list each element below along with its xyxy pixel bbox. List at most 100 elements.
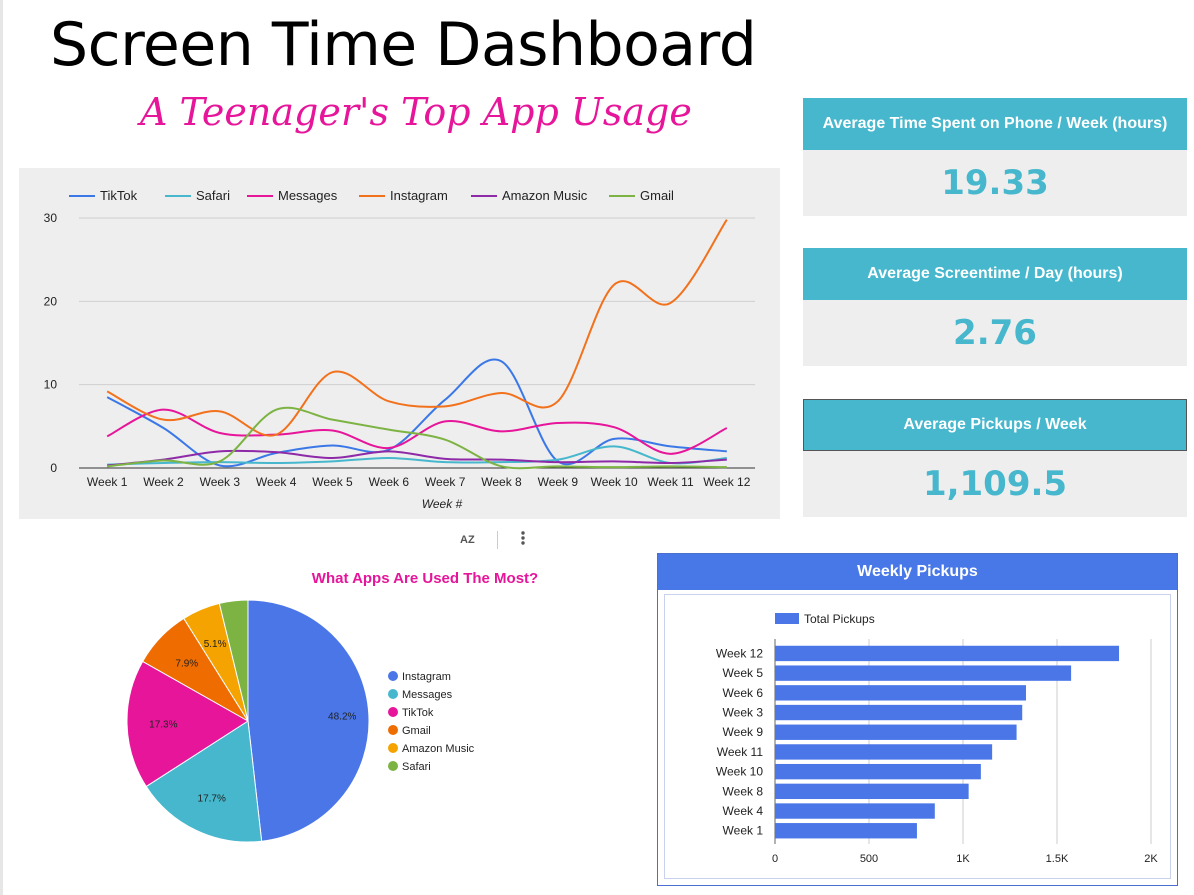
page-left-border [0, 0, 3, 895]
x-tick-label: Week 6 [369, 475, 410, 489]
kpi-value: 19.33 [803, 150, 1187, 216]
y-tick-label: 0 [50, 461, 57, 475]
pie-chart-panel: What Apps Are Used The Most? 48.2% 17.7% 17… [100, 560, 620, 860]
legend-swatch [388, 761, 398, 771]
y-tick-label: Week 3 [723, 706, 764, 720]
sort-az-icon[interactable]: AZ [460, 534, 475, 546]
legend-label: TikTok [100, 188, 138, 203]
kpi-label: Average Pickups / Week [803, 399, 1187, 451]
series-line-amazon-music [107, 449, 727, 467]
pie-slice-label: 7.9% [175, 658, 198, 669]
line-chart-panel: 0 10 20 30 Week 1 Week 2 Week 3 Week 4 Week 5 Wee… [19, 168, 780, 519]
x-tick-label: Week 2 [143, 475, 184, 489]
x-tick-label: 0 [772, 853, 778, 865]
pie-title: What Apps Are Used The Most? [312, 570, 538, 587]
y-tick-label: Week 6 [723, 686, 764, 700]
y-tick-label: 10 [44, 378, 58, 392]
x-tick-label: 500 [860, 853, 878, 865]
x-tick-label: 1.5K [1046, 853, 1069, 865]
y-tick-label: 30 [44, 211, 58, 225]
x-tick-label: Week 1 [87, 475, 128, 489]
x-tick-label: Week 9 [538, 475, 579, 489]
legend-label: Safari [196, 188, 230, 203]
bar-week-12 [775, 645, 1120, 662]
legend-swatch [775, 613, 799, 624]
legend-label: Gmail [402, 725, 431, 737]
pie-slice-safari [218, 599, 249, 722]
y-tick-label: Week 11 [717, 745, 764, 759]
pie-slice-tiktok [126, 660, 249, 788]
y-tick-label: Week 1 [723, 824, 764, 838]
y-tick-label: Week 10 [716, 765, 763, 779]
x-tick-label: Week 12 [703, 475, 750, 489]
x-tick-label: Week 8 [481, 475, 522, 489]
bar-week-1 [775, 823, 917, 839]
sort-az-icon-label: AZ [460, 533, 475, 546]
legend-label: Safari [402, 761, 431, 773]
y-tick-label: Week 12 [716, 646, 763, 660]
y-tick-label: Week 4 [723, 804, 764, 818]
kpi-value: 2.76 [803, 300, 1187, 366]
bar-week-10 [775, 763, 981, 780]
page-subtitle: A Teenager's Top App Usage [140, 90, 692, 134]
weekly-pickups-panel: Weekly Pickups 0 500 1K 1.5K 2K Week 12 Week 5… [657, 553, 1178, 886]
legend-label: Messages [402, 689, 453, 701]
series-line-gmail [107, 406, 727, 470]
legend-label: Instagram [402, 671, 451, 683]
kpi-label: Average Screentime / Day (hours) [803, 248, 1187, 300]
bar-week-3 [775, 704, 1023, 721]
line-chart: 0 10 20 30 Week 1 Week 2 Week 3 Week 4 Week 5 Wee… [44, 188, 755, 511]
legend-label: Gmail [640, 188, 674, 203]
more-vert-icon[interactable] [520, 530, 526, 549]
pie-slice-label: 17.3% [149, 719, 177, 730]
y-tick-label: 20 [44, 294, 58, 308]
x-tick-label: Week 10 [591, 475, 638, 489]
bar-week-9 [775, 724, 1017, 740]
page-title: Screen Time Dashboard [50, 10, 757, 80]
pie-slice-label: 17.7% [198, 794, 226, 805]
legend-label: Amazon Music [502, 188, 588, 203]
y-tick-label: Week 9 [723, 725, 764, 739]
kpi-value: 1,109.5 [803, 451, 1187, 517]
y-tick-label: Week 5 [723, 666, 764, 680]
legend-swatch [388, 707, 398, 717]
legend-swatch [388, 671, 398, 681]
bar-chart-frame: 0 500 1K 1.5K 2K Week 12 Week 5 Week 6 Week 3 Wee… [664, 594, 1171, 879]
legend-label: Amazon Music [402, 743, 475, 755]
y-tick-label: Week 8 [723, 784, 764, 798]
x-axis-label: Week # [422, 497, 463, 511]
bar-week-4 [775, 803, 935, 819]
x-tick-label: 2K [1144, 853, 1158, 865]
x-tick-label: 1K [956, 853, 970, 865]
bar-week-6 [775, 685, 1026, 701]
bar-chart-title: Weekly Pickups [658, 554, 1177, 590]
kpi-card-pickups: Average Pickups / Week 1,109.5 [803, 399, 1187, 517]
bar-week-11 [775, 744, 993, 760]
kpi-card-daily-screentime: Average Screentime / Day (hours) 2.76 [803, 248, 1187, 366]
legend-swatch [388, 743, 398, 753]
series-line-messages [106, 408, 728, 455]
bar-week-8 [775, 783, 969, 800]
legend-label: Instagram [390, 188, 448, 203]
legend-label: Messages [278, 188, 338, 203]
x-tick-label: Week 11 [647, 475, 694, 489]
kpi-card-weekly-time: Average Time Spent on Phone / Week (hour… [803, 98, 1187, 216]
legend-label: Total Pickups [804, 612, 875, 626]
kpi-label: Average Time Spent on Phone / Week (hour… [803, 98, 1187, 150]
bar-chart: 0 500 1K 1.5K 2K Week 12 Week 5 Week 6 Week 3 Wee… [716, 612, 1159, 865]
pie-chart: What Apps Are Used The Most? 48.2% 17.7% 17… [126, 570, 538, 843]
legend-swatch [388, 725, 398, 735]
x-tick-label: Week 3 [200, 475, 241, 489]
bar-week-5 [775, 665, 1072, 681]
x-tick-label: Week 7 [425, 475, 466, 489]
chart-toolbar: AZ [460, 530, 526, 549]
legend-swatch [388, 689, 398, 699]
series-line-instagram [106, 219, 728, 437]
pie-slice-instagram [247, 599, 370, 842]
x-tick-label: Week 4 [256, 475, 297, 489]
pie-slice-messages [145, 720, 263, 843]
legend-label: TikTok [402, 707, 434, 719]
pie-slice-label: 48.2% [328, 712, 356, 723]
x-tick-label: Week 5 [312, 475, 353, 489]
pie-slice-label: 5.1% [204, 639, 227, 650]
